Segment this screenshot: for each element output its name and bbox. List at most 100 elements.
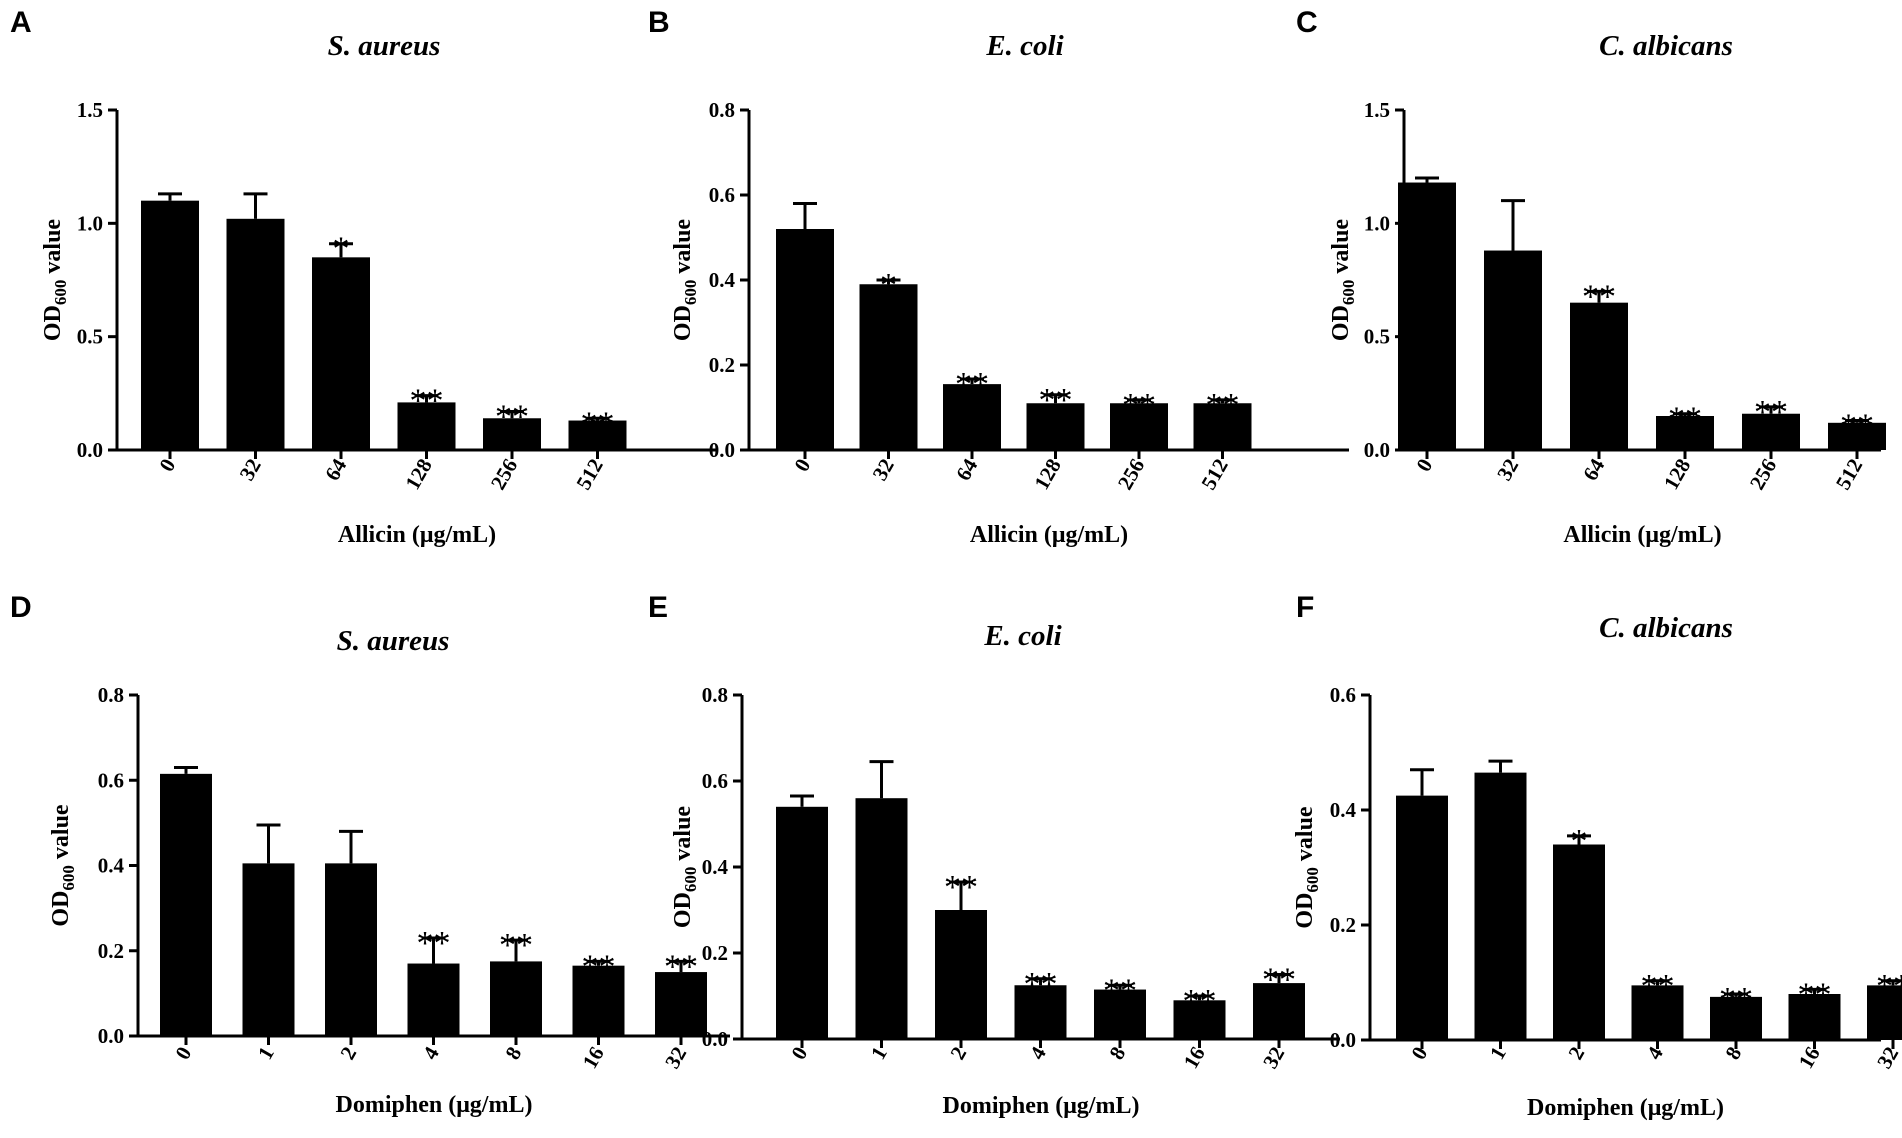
x-tick-label: 8 (500, 1043, 526, 1064)
significance-marker: ** (581, 405, 615, 442)
significance-marker: ** (1668, 401, 1702, 438)
y-axis-label: OD600 value (1292, 806, 1322, 929)
bar (776, 229, 834, 450)
significance-marker: ** (417, 925, 451, 962)
chart-title: S. aureus (337, 625, 450, 657)
y-tick-label: 1.5 (1364, 98, 1390, 122)
x-tick-label: 128 (1659, 455, 1696, 494)
y-tick-label: 0.4 (98, 854, 125, 878)
x-axis-label: Domiphen (μg/mL) (336, 1092, 533, 1118)
bar (1867, 985, 1902, 1040)
significance-marker: ** (1262, 962, 1296, 999)
bar (1828, 422, 1886, 450)
x-tick-label: 1 (253, 1043, 279, 1064)
y-tick-label: 0.0 (1330, 1028, 1356, 1052)
y-axis-label-main: OD (40, 305, 66, 341)
x-tick-label: 4 (1025, 1042, 1051, 1064)
significance-marker: * (333, 231, 350, 268)
significance-marker: ** (499, 927, 533, 964)
x-tick-label: 128 (1029, 455, 1066, 494)
y-tick-label: 0.4 (709, 268, 736, 292)
y-axis-label-rest: value (670, 806, 696, 867)
y-axis-label-subscript: 600 (681, 280, 700, 306)
y-axis-label-rest: value (48, 804, 74, 865)
x-tick-label: 2 (335, 1043, 361, 1064)
y-tick-label: 0.2 (702, 941, 728, 965)
x-tick-label: 32 (1492, 455, 1523, 485)
bar (141, 200, 199, 450)
bar (1253, 983, 1305, 1039)
chart-title: C. albicans (1599, 30, 1733, 62)
bar (943, 384, 1001, 450)
x-tick-label: 128 (400, 455, 437, 494)
y-axis-label-subscript: 600 (1339, 280, 1358, 306)
significance-marker: ** (1206, 387, 1240, 424)
y-axis-label-subscript: 600 (59, 865, 78, 891)
y-axis-label-subscript: 600 (51, 280, 70, 306)
significance-marker: ** (1840, 408, 1874, 445)
chart-panel-f: F C. albicans 0.0 0.2 0.4 0.6 OD600 value 0 1 * 2 *… (1292, 591, 1902, 1121)
x-tick-label: 16 (1794, 1043, 1825, 1073)
x-tick-label: 0 (170, 1043, 196, 1064)
bar (1173, 1000, 1226, 1039)
significance-marker: ** (664, 948, 698, 985)
y-tick-label: 0.6 (98, 768, 124, 792)
x-tick-label: 32 (660, 1043, 691, 1073)
x-tick-label: 1 (866, 1043, 892, 1064)
bar (325, 863, 377, 1036)
x-tick-label: 16 (578, 1043, 609, 1073)
y-tick-label: 0.5 (77, 325, 103, 349)
x-tick-label: 2 (1563, 1043, 1589, 1064)
bar (572, 965, 625, 1036)
significance-marker: ** (1582, 278, 1616, 315)
y-tick-label: 0.6 (709, 183, 735, 207)
x-tick-label: 0 (786, 1043, 812, 1064)
bar (1553, 844, 1605, 1040)
panel-letter: C (1296, 6, 1318, 39)
bar (1110, 403, 1168, 450)
y-tick-label: 0.0 (77, 438, 103, 462)
x-tick-label: 32 (1258, 1043, 1289, 1073)
bar (312, 257, 370, 450)
significance-marker: ** (582, 948, 616, 985)
y-axis-label-main: OD (670, 305, 696, 341)
y-axis-label: OD600 value (1328, 219, 1358, 342)
y-tick-label: 0.0 (98, 1024, 124, 1048)
chart-panel-b: B E. coli 0.0 0.2 0.4 0.6 0.8 OD600 value 0 * 32 **… (648, 6, 1349, 548)
x-tick-label: 64 (1578, 454, 1610, 485)
bar (1193, 403, 1252, 450)
bar (483, 418, 541, 450)
y-axis-label-main: OD (1328, 305, 1354, 341)
x-tick-label: 0 (1406, 1043, 1432, 1064)
significance-marker: ** (1641, 968, 1675, 1005)
bar (1474, 772, 1527, 1040)
bar (1570, 302, 1628, 450)
significance-marker: ** (1876, 968, 1902, 1005)
x-tick-label: 512 (1196, 455, 1233, 494)
significance-marker: ** (1103, 972, 1137, 1009)
y-axis-label-main: OD (670, 892, 696, 928)
chart-title: E. coli (983, 620, 1061, 652)
x-tick-label: 32 (1872, 1043, 1902, 1073)
y-axis-label: OD600 value (40, 219, 70, 342)
y-tick-label: 0.2 (1330, 913, 1356, 937)
chart-title: S. aureus (328, 30, 441, 62)
bar (1014, 985, 1067, 1039)
y-axis-label: OD600 value (670, 219, 700, 342)
significance-marker: ** (955, 366, 989, 403)
x-tick-label: 4 (418, 1042, 444, 1064)
bar (1742, 413, 1800, 450)
x-tick-label: 32 (868, 455, 899, 485)
y-axis-label-subscript: 600 (1303, 867, 1322, 893)
chart-title: C. albicans (1599, 612, 1733, 644)
bar (935, 910, 987, 1039)
x-tick-label: 2 (945, 1043, 971, 1064)
y-axis-label-rest: value (1292, 806, 1318, 867)
y-tick-label: 0.6 (702, 769, 728, 793)
bar (397, 402, 456, 450)
y-tick-label: 0.2 (709, 353, 735, 377)
significance-marker: ** (1719, 981, 1753, 1018)
